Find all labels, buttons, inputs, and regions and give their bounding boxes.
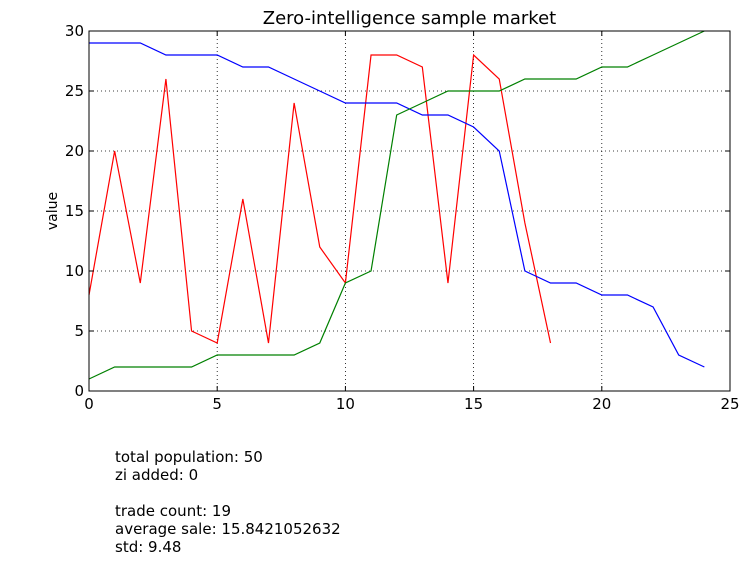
series-lines <box>88 30 705 380</box>
y-axis-label: value <box>45 192 61 230</box>
y-tick-label: 25 <box>65 82 84 100</box>
std-text: std: 9.48 <box>115 538 182 556</box>
series-line-2 <box>89 42 705 368</box>
y-tick-label: 10 <box>65 262 84 280</box>
x-tick-label: 25 <box>720 395 739 413</box>
stats-spacer <box>115 484 341 502</box>
chart-title: Zero-intelligence sample market <box>263 8 556 29</box>
series-line-3 <box>88 30 705 380</box>
axis-ticks: 0 5 10 15 20 25 0 5 10 15 20 25 30 <box>65 22 740 413</box>
x-tick-label: 5 <box>212 395 222 413</box>
x-tick-label: 20 <box>592 395 611 413</box>
y-tick-label: 5 <box>74 322 84 340</box>
y-tick-label: 15 <box>65 202 84 220</box>
x-tick-label: 10 <box>336 395 355 413</box>
series-line-1 <box>88 53 552 344</box>
average-sale-text: average sale: 15.8421052632 <box>115 520 341 538</box>
y-tick-label: 0 <box>74 382 84 400</box>
zi-added-text: zi added: 0 <box>115 466 199 484</box>
total-population-text: total population: 50 <box>115 448 263 466</box>
chart: Zero-intelligence sample market value 0 5… <box>45 8 740 413</box>
trade-count-text: trade count: 19 <box>115 502 231 520</box>
stats-panel: total population: 50 zi added: 0 trade c… <box>115 448 341 556</box>
y-tick-label: 20 <box>65 142 84 160</box>
y-tick-label: 30 <box>65 22 84 40</box>
x-tick-label: 0 <box>84 395 94 413</box>
x-tick-label: 15 <box>464 395 483 413</box>
grid <box>89 31 730 391</box>
